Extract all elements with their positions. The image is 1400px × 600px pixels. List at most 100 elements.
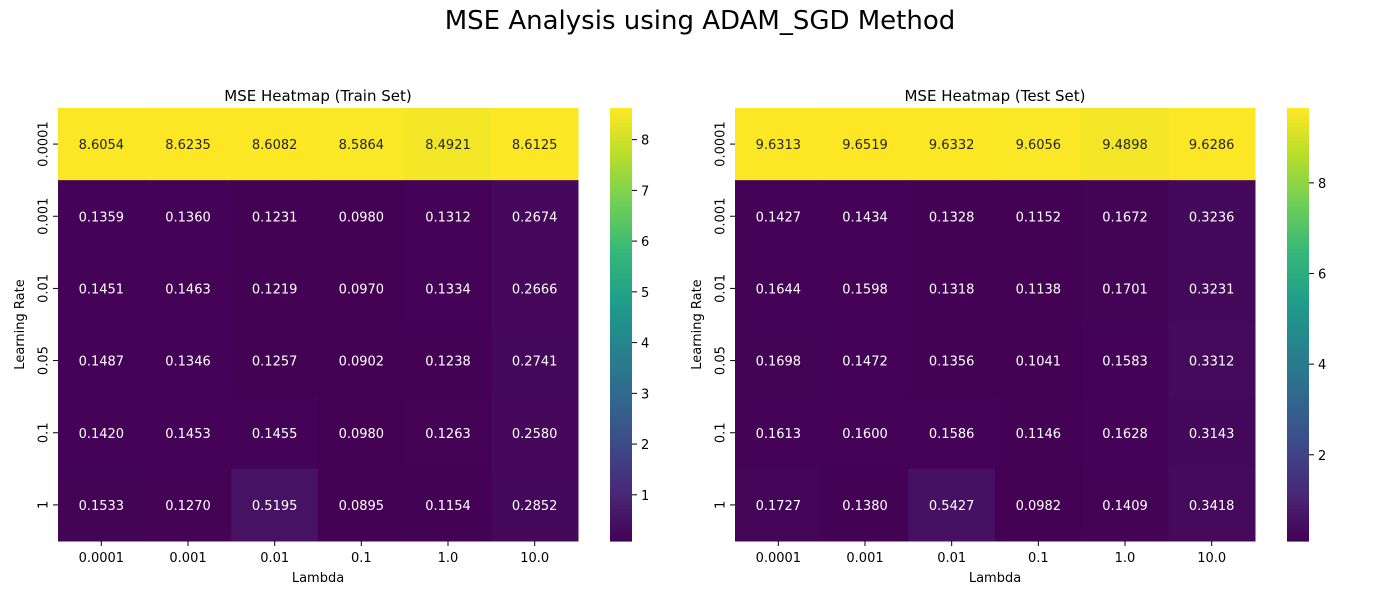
heatmap-cell <box>404 324 492 398</box>
heatmap-cell <box>491 180 579 253</box>
colorbar-segment <box>610 494 632 499</box>
y-axis-label: Learning Rate <box>13 279 28 369</box>
cell-value-label: 0.1420 <box>79 427 125 442</box>
colorbar-segment <box>610 190 632 196</box>
colorbar-segment <box>1287 447 1309 452</box>
colorbar-segment <box>610 227 632 232</box>
cell-value-label: 0.1672 <box>1102 210 1148 225</box>
colorbar-segment <box>1287 209 1309 214</box>
y-tick-label: 0.01 <box>714 274 729 303</box>
heatmap-cell <box>318 180 406 253</box>
colorbar-segment <box>610 533 632 538</box>
cell-value-label: 0.1600 <box>842 427 888 442</box>
figure-title: MSE Analysis using ADAM_SGD Method <box>444 6 956 36</box>
cell-value-label: 0.0980 <box>339 427 385 442</box>
colorbar-segment <box>1287 277 1309 282</box>
cell-value-label: 0.2674 <box>512 210 558 225</box>
x-tick-label: 0.001 <box>846 551 883 566</box>
cell-value-label: 0.1360 <box>165 210 211 225</box>
colorbar-segment <box>1287 302 1309 308</box>
y-tick-label: 0.0001 <box>714 121 729 167</box>
colorbar-segment <box>1287 129 1309 134</box>
heatmap-cell <box>144 396 232 470</box>
cell-value-label: 8.6082 <box>252 138 298 153</box>
colorbar-segment <box>1287 176 1309 181</box>
cell-value-label: 9.6332 <box>929 138 975 153</box>
colorbar-segment <box>610 165 632 170</box>
heatmap-cell <box>821 252 909 325</box>
colorbar-segment <box>610 367 632 373</box>
colorbar-segment <box>610 443 632 448</box>
heatmap-cell <box>231 468 319 542</box>
colorbar-segment <box>610 349 632 354</box>
colorbar-segment <box>1287 241 1309 246</box>
colorbar-segment <box>1287 450 1309 455</box>
colorbar-segment <box>610 320 632 326</box>
colorbar-segment <box>610 522 632 528</box>
heatmap-cell <box>995 324 1083 398</box>
colorbar-segment <box>610 277 632 282</box>
heatmap-cell <box>1168 396 1256 470</box>
colorbar-segment <box>610 476 632 481</box>
y-tick-label: 0.0001 <box>37 121 52 167</box>
colorbar-segment <box>610 212 632 217</box>
colorbar-segment <box>610 219 632 225</box>
heatmap-cell <box>908 468 996 542</box>
heatmap-cell <box>318 108 406 181</box>
colorbar-segment <box>1287 317 1309 322</box>
cell-value-label: 0.1359 <box>79 210 125 225</box>
colorbar-segment <box>1287 140 1309 145</box>
heatmap-cell <box>404 252 492 325</box>
colorbar-segment <box>610 266 632 271</box>
colorbar-segment <box>610 194 632 199</box>
colorbar-segment <box>610 126 632 131</box>
colorbar-segment <box>1287 349 1309 354</box>
heatmap-cell <box>995 396 1083 470</box>
cell-value-label: 0.1346 <box>165 355 211 370</box>
colorbar-segment <box>610 230 632 235</box>
heatmap-cell <box>735 252 823 325</box>
colorbar-segment <box>610 147 632 152</box>
colorbar-segment <box>610 335 632 340</box>
colorbar-segment <box>610 306 632 311</box>
colorbar-segment <box>610 324 632 329</box>
colorbar-segment <box>1287 411 1309 416</box>
heatmap-cell <box>1081 180 1169 253</box>
colorbar-segment <box>610 273 632 279</box>
colorbar-segment <box>610 172 632 178</box>
colorbar-segment <box>1287 382 1309 387</box>
colorbar-segment <box>1287 483 1309 488</box>
cell-value-label: 0.1231 <box>252 210 298 225</box>
colorbar-segment <box>610 356 632 362</box>
colorbar-segment <box>1287 216 1309 221</box>
colorbar-segment <box>610 136 632 142</box>
colorbar-segment <box>1287 198 1309 203</box>
colorbar-segment <box>1287 180 1309 185</box>
cell-value-label: 0.0980 <box>339 210 385 225</box>
colorbar-segment <box>1287 364 1309 369</box>
heatmap-cell <box>1081 324 1169 398</box>
colorbar-segment <box>1287 403 1309 409</box>
colorbar-segment <box>1287 310 1309 315</box>
cell-value-label: 0.1727 <box>756 499 802 514</box>
heatmap-cell <box>231 324 319 398</box>
cell-value-label: 0.1334 <box>425 282 471 297</box>
colorbar-segment <box>610 299 632 304</box>
heatmap-cell <box>995 468 1083 542</box>
colorbar-segment <box>610 418 632 423</box>
colorbar-segment <box>610 353 632 358</box>
colorbar-segment <box>610 245 632 250</box>
colorbar-segment <box>610 421 632 427</box>
colorbar-tick-label: 3 <box>641 387 649 402</box>
colorbar-segment <box>1287 385 1309 391</box>
x-axis-label: Lambda <box>292 571 344 586</box>
colorbar-segment <box>1287 122 1309 127</box>
colorbar-segment <box>1287 472 1309 477</box>
colorbar-segment <box>610 158 632 163</box>
y-tick-label: 0.001 <box>714 198 729 235</box>
cell-value-label: 0.1586 <box>929 427 975 442</box>
heatmap-cell <box>318 324 406 398</box>
colorbar-segment <box>610 382 632 387</box>
cell-value-label: 0.3231 <box>1189 282 1235 297</box>
colorbar-segment <box>610 360 632 365</box>
